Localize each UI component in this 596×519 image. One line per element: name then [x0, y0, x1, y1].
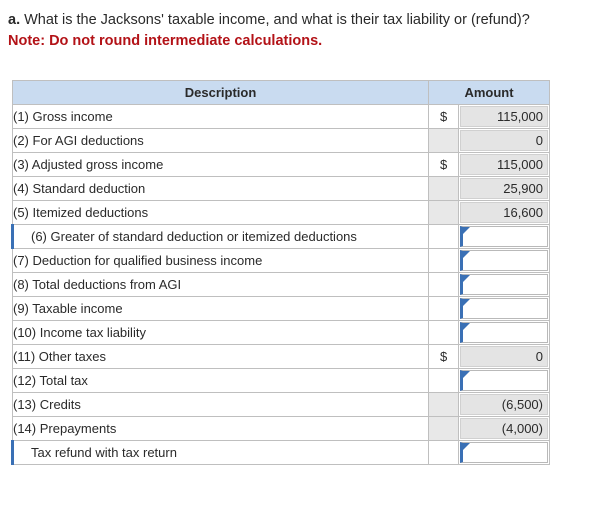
question-letter: a. — [8, 12, 20, 28]
currency-symbol — [429, 321, 459, 345]
input-indicator-icon — [463, 443, 470, 450]
amount-cell — [459, 321, 550, 345]
amount-input[interactable] — [460, 250, 548, 271]
amount-value: 0 — [460, 346, 548, 367]
table-row: (4) Standard deduction 25,900 — [13, 177, 550, 201]
row-label: (10) Income tax liability — [13, 321, 429, 345]
currency-symbol — [429, 393, 459, 417]
row-label: (5) Itemized deductions — [13, 201, 429, 225]
table-row: Tax refund with tax return — [13, 441, 550, 465]
table-row: (7) Deduction for qualified business inc… — [13, 249, 550, 273]
row-label: (9) Taxable income — [13, 297, 429, 321]
currency-symbol — [429, 273, 459, 297]
table-row: (14) Prepayments (4,000) — [13, 417, 550, 441]
amount-cell: 115,000 — [459, 105, 550, 129]
currency-symbol — [429, 129, 459, 153]
table-header-row: Description Amount — [13, 81, 550, 105]
currency-symbol — [429, 417, 459, 441]
input-indicator-icon — [463, 299, 470, 306]
amount-cell — [459, 441, 550, 465]
input-indicator-icon — [463, 371, 470, 378]
rounding-note: Note: Do not round intermediate calculat… — [8, 32, 322, 51]
currency-symbol — [429, 249, 459, 273]
row-label: (2) For AGI deductions — [13, 129, 429, 153]
row-label: (1) Gross income — [13, 105, 429, 129]
input-indicator-icon — [463, 251, 470, 258]
currency-symbol — [429, 177, 459, 201]
amount-cell: 115,000 — [459, 153, 550, 177]
amount-cell: 25,900 — [459, 177, 550, 201]
amount-cell: (4,000) — [459, 417, 550, 441]
table-row: (8) Total deductions from AGI — [13, 273, 550, 297]
amount-input[interactable] — [460, 298, 548, 319]
table-row: (2) For AGI deductions 0 — [13, 129, 550, 153]
amount-input[interactable] — [460, 274, 548, 295]
table-row: (3) Adjusted gross income $ 115,000 — [13, 153, 550, 177]
input-indicator-icon — [463, 323, 470, 330]
table-row: (11) Other taxes $ 0 — [13, 345, 550, 369]
currency-symbol: $ — [429, 153, 459, 177]
row-label: Tax refund with tax return — [13, 441, 429, 465]
amount-cell — [459, 273, 550, 297]
currency-symbol — [429, 369, 459, 393]
table-row: (1) Gross income $ 115,000 — [13, 105, 550, 129]
table-row: (13) Credits (6,500) — [13, 393, 550, 417]
table-row: (12) Total tax — [13, 369, 550, 393]
amount-value: (4,000) — [460, 418, 548, 439]
row-label: (4) Standard deduction — [13, 177, 429, 201]
currency-symbol — [429, 441, 459, 465]
input-indicator-icon — [463, 275, 470, 282]
amount-input[interactable] — [460, 226, 548, 247]
amount-cell — [459, 249, 550, 273]
amount-value: 25,900 — [460, 178, 548, 199]
row-label: (8) Total deductions from AGI — [13, 273, 429, 297]
amount-header: Amount — [429, 81, 550, 105]
table-row: (6) Greater of standard deduction or ite… — [13, 225, 550, 249]
amount-cell: 0 — [459, 345, 550, 369]
amount-cell — [459, 369, 550, 393]
description-header: Description — [13, 81, 429, 105]
amount-cell — [459, 297, 550, 321]
amount-input[interactable] — [460, 370, 548, 391]
row-label: (3) Adjusted gross income — [13, 153, 429, 177]
row-label: (6) Greater of standard deduction or ite… — [13, 225, 429, 249]
row-label: (14) Prepayments — [13, 417, 429, 441]
question-text: a. What is the Jacksons' taxable income,… — [8, 11, 530, 30]
question-body: What is the Jacksons' taxable income, an… — [20, 12, 530, 28]
table-row: (10) Income tax liability — [13, 321, 550, 345]
currency-symbol — [429, 297, 459, 321]
amount-cell: (6,500) — [459, 393, 550, 417]
amount-value: 0 — [460, 130, 548, 151]
amount-value: 115,000 — [460, 106, 548, 127]
tax-computation-table: Description Amount (1) Gross income $ 11… — [11, 80, 550, 465]
row-label: (12) Total tax — [13, 369, 429, 393]
row-label: (7) Deduction for qualified business inc… — [13, 249, 429, 273]
currency-symbol: $ — [429, 345, 459, 369]
amount-cell — [459, 225, 550, 249]
row-label: (13) Credits — [13, 393, 429, 417]
amount-value: (6,500) — [460, 394, 548, 415]
amount-input[interactable] — [460, 322, 548, 343]
amount-cell: 0 — [459, 129, 550, 153]
currency-symbol: $ — [429, 105, 459, 129]
currency-symbol — [429, 225, 459, 249]
amount-value: 115,000 — [460, 154, 548, 175]
row-label: (11) Other taxes — [13, 345, 429, 369]
amount-value: 16,600 — [460, 202, 548, 223]
amount-input[interactable] — [460, 442, 548, 463]
table-row: (9) Taxable income — [13, 297, 550, 321]
input-indicator-icon — [463, 227, 470, 234]
currency-symbol — [429, 201, 459, 225]
amount-cell: 16,600 — [459, 201, 550, 225]
table-row: (5) Itemized deductions 16,600 — [13, 201, 550, 225]
